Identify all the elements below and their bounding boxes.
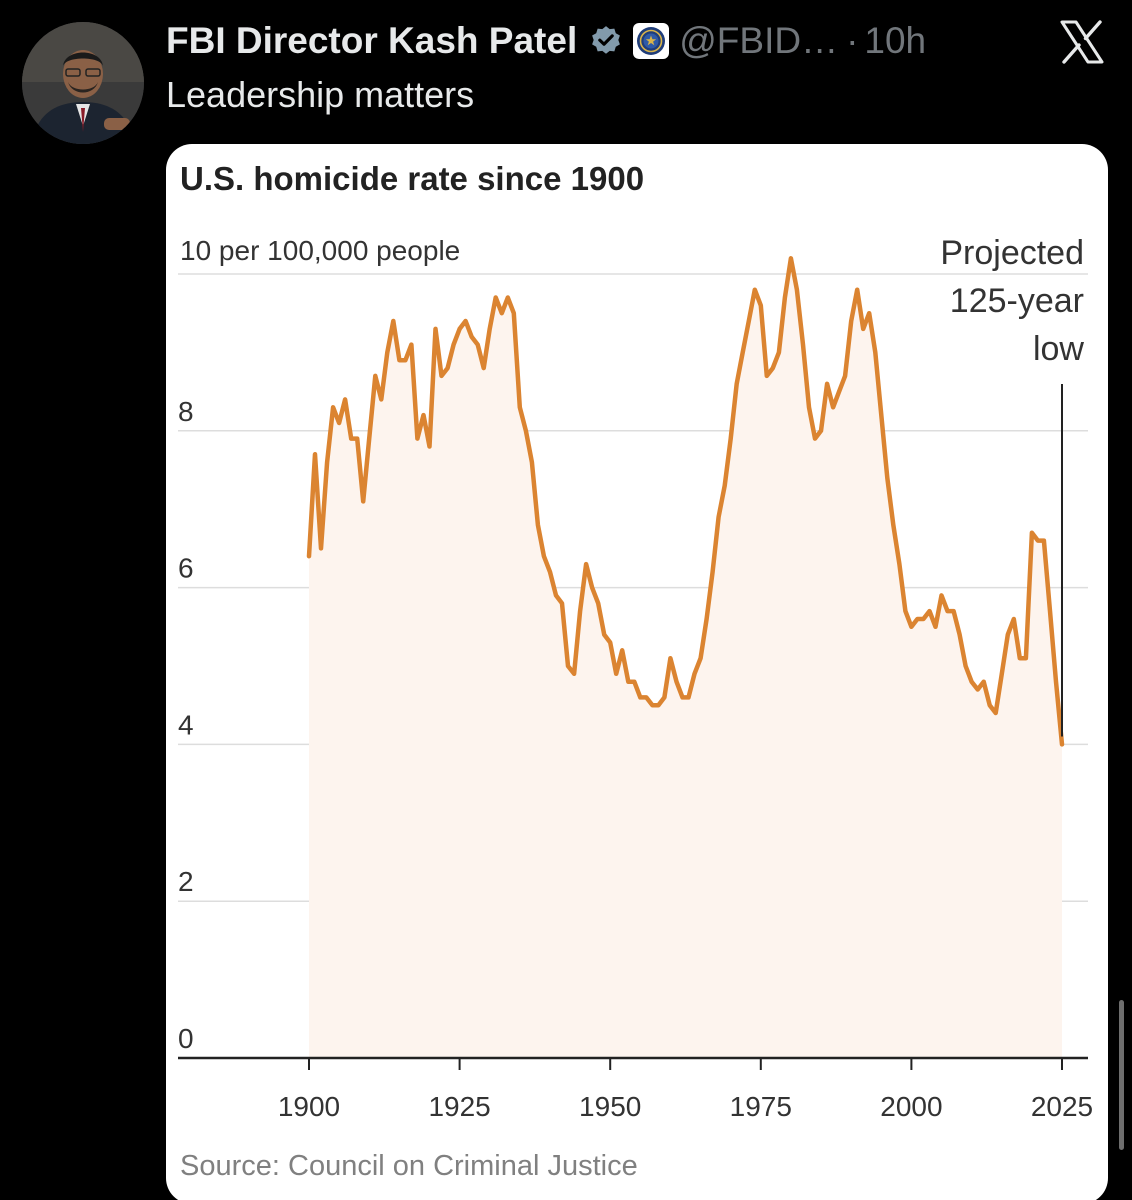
annotation-label-line: Projected <box>940 234 1084 272</box>
x-tick-label: 2025 <box>1031 1091 1093 1122</box>
display-name[interactable]: FBI Director Kash Patel <box>166 20 578 61</box>
x-logo-icon <box>1060 20 1104 64</box>
chart-title: U.S. homicide rate since 1900 <box>180 160 644 197</box>
y-tick-label: 6 <box>178 553 194 584</box>
y-tick-label: 2 <box>178 866 194 897</box>
chart-image-card[interactable]: U.S. homicide rate since 1900 10 per 100,… <box>166 144 1108 1200</box>
timestamp[interactable]: 10h <box>864 20 927 61</box>
post-text: Leadership matters <box>166 74 475 115</box>
x-tick-label: 1900 <box>278 1091 340 1122</box>
x-tick-label: 1950 <box>579 1091 641 1122</box>
y-tick-label: 4 <box>178 709 194 740</box>
verified-badge-icon[interactable] <box>589 24 623 58</box>
avatar-photo <box>22 22 144 144</box>
post-header: FBI Director Kash Patel @FBID… · 10h <box>166 16 926 66</box>
handle[interactable]: @FBID… <box>679 20 839 61</box>
x-tick-label: 1975 <box>730 1091 792 1122</box>
y-axis-unit-label: 10 per 100,000 people <box>180 235 460 266</box>
chart-source: Source: Council on Criminal Justice <box>180 1150 638 1182</box>
homicide-rate-chart: U.S. homicide rate since 1900 10 per 100,… <box>178 160 1093 1182</box>
separator: · <box>846 20 859 61</box>
y-tick-label: 8 <box>178 396 194 427</box>
series-area <box>309 258 1062 1058</box>
y-tick-label: 0 <box>178 1023 194 1054</box>
annotation-label-line: low <box>1033 330 1084 368</box>
fbi-seal-icon[interactable] <box>633 23 670 59</box>
x-tick-label: 1925 <box>428 1091 490 1122</box>
x-tick-label: 2000 <box>880 1091 942 1122</box>
avatar[interactable] <box>22 22 144 144</box>
series-line <box>306 256 1065 747</box>
annotation-label-line: 125-year <box>950 282 1084 320</box>
scrollbar[interactable] <box>1119 1000 1124 1150</box>
